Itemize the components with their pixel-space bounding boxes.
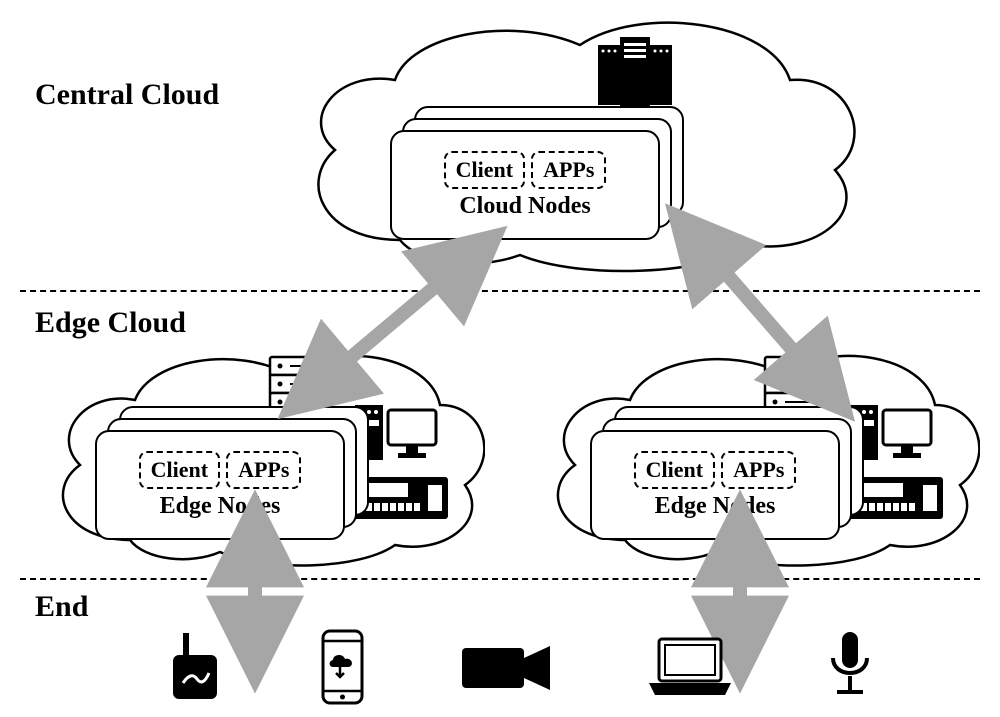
phone-cloud-icon <box>315 629 370 712</box>
laptop-icon <box>645 635 735 705</box>
end-devices-row <box>120 630 920 710</box>
arrow-right-end <box>0 0 1000 717</box>
sensor-icon <box>165 633 225 708</box>
microphone-icon <box>825 630 875 710</box>
camera-icon <box>460 640 555 700</box>
